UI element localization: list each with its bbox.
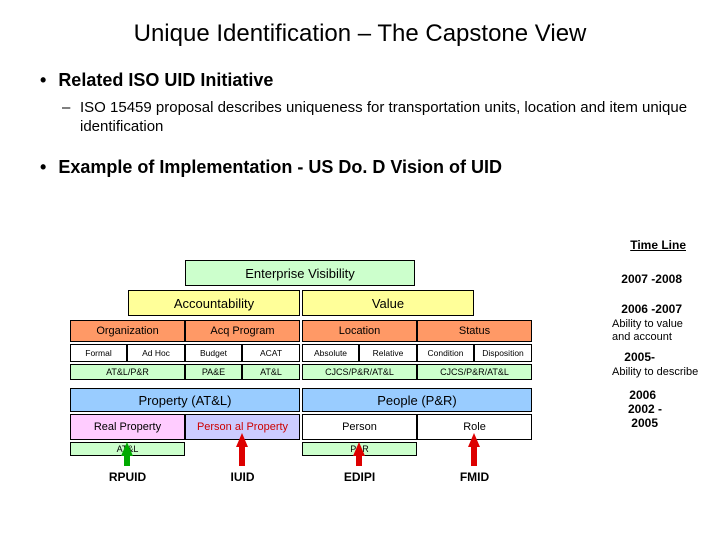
leaf-iuid: IUID	[185, 466, 300, 488]
box-property-atl: Property (AT&L)	[70, 388, 300, 412]
box-location: Location	[302, 320, 417, 342]
tl-2006-sub: Ability to value and account	[612, 318, 702, 343]
tl-2005b: 2005	[631, 416, 658, 430]
owner-pae: PA&E	[185, 364, 242, 380]
box-condition: Condition	[417, 344, 474, 362]
leaf-rpuid: RPUID	[70, 466, 185, 488]
leaf-edipi: EDIPI	[302, 466, 417, 488]
box-acq-program: Acq Program	[185, 320, 300, 342]
box-person: Person	[302, 414, 417, 440]
tl-2005: 2005-	[624, 350, 655, 364]
page-title: Unique Identification – The Capstone Vie…	[30, 20, 690, 48]
bullet-dod: Example of Implementation - US Do. D Vis…	[40, 157, 690, 178]
owner-cjcs1: CJCS/P&R/AT&L	[302, 364, 417, 380]
owner-atl: AT&L	[242, 364, 300, 380]
tl-2005-sub: Ability to describe	[612, 366, 710, 379]
bullet-iso: Related ISO UID Initiative	[40, 70, 690, 91]
tl-2007: 2007 -2008	[621, 272, 682, 286]
arrow-stem-fmid	[471, 445, 477, 466]
owner-cjcs2: CJCS/P&R/AT&L	[417, 364, 532, 380]
box-relative: Relative	[359, 344, 417, 362]
box-absolute: Absolute	[302, 344, 359, 362]
box-accountability: Accountability	[128, 290, 300, 316]
arrow-edipi	[353, 442, 365, 456]
box-enterprise-visibility: Enterprise Visibility	[185, 260, 415, 286]
box-disposition: Disposition	[474, 344, 532, 362]
box-people-pr: People (P&R)	[302, 388, 532, 412]
tl-2006: 2006 -2007	[621, 302, 682, 316]
box-formal: Formal	[70, 344, 127, 362]
arrow-stem-iuid	[239, 445, 245, 466]
arrow-rpuid	[121, 442, 133, 456]
box-acat: ACAT	[242, 344, 300, 362]
owner-atlpr: AT&L/P&R	[70, 364, 185, 380]
tl-2006b: 2006	[629, 388, 656, 402]
leaf-fmid: FMID	[417, 466, 532, 488]
box-real-property: Real Property	[70, 414, 185, 440]
box-adhoc: Ad Hoc	[127, 344, 185, 362]
arrow-iuid	[236, 433, 248, 447]
sub-iso: ISO 15459 proposal describes uniqueness …	[80, 99, 690, 137]
arrow-fmid	[468, 433, 480, 447]
box-status: Status	[417, 320, 532, 342]
tl-2002: 2002 -	[628, 402, 662, 416]
box-organization: Organization	[70, 320, 185, 342]
box-budget: Budget	[185, 344, 242, 362]
timeline-head: Time Line	[630, 238, 686, 252]
box-value: Value	[302, 290, 474, 316]
